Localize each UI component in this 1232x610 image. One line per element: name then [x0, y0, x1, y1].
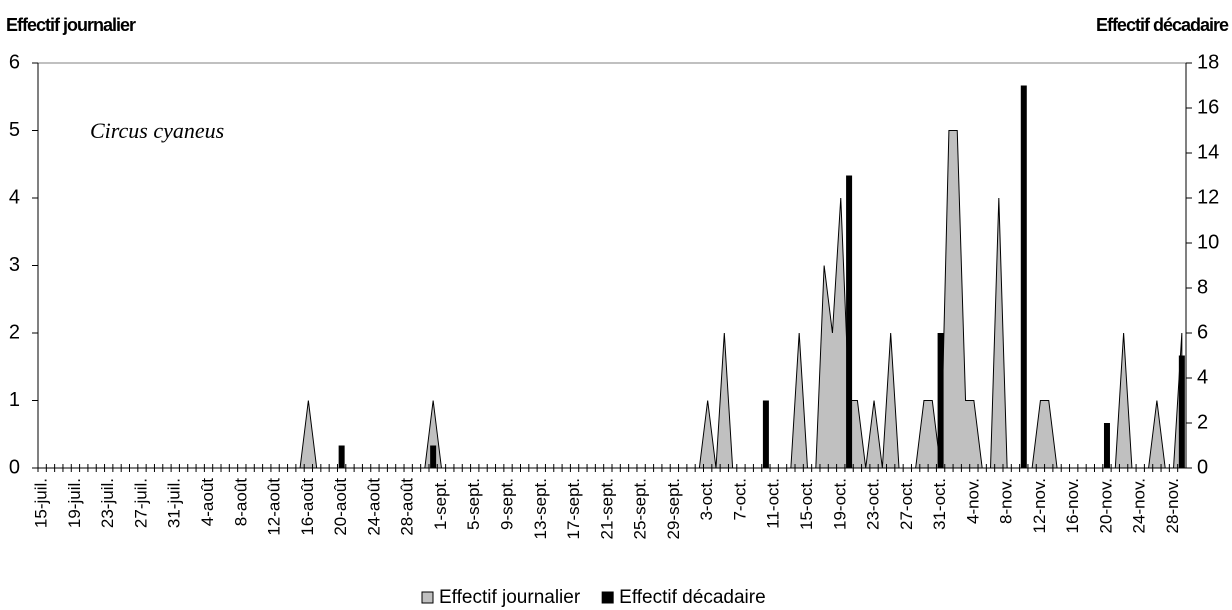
y2-tick-label: 12 [1197, 186, 1219, 208]
x-tick-label: 23-oct. [864, 478, 883, 530]
y2-tick-label: 2 [1197, 411, 1208, 433]
y2-axis-title: Effectif décadaire [1096, 15, 1229, 35]
legend-label: Effectif décadaire [619, 587, 765, 608]
x-tick-label: 15-juil. [32, 478, 51, 528]
x-tick-label: 8-août [231, 478, 250, 526]
y-tick-label: 4 [9, 186, 20, 208]
x-tick-label: 31-juil. [165, 478, 184, 528]
x-tick-label: 29-sept. [664, 478, 683, 539]
y-tick-label: 6 [9, 51, 20, 73]
x-tick-label: 19-oct. [830, 478, 849, 530]
x-tick-label: 15-oct. [797, 478, 816, 530]
x-tick-label: 20-août [331, 478, 350, 536]
x-tick-label: 27-juil. [131, 478, 150, 528]
legend-swatch [421, 591, 434, 604]
y2-tick-label: 0 [1197, 456, 1208, 478]
x-tick-label: 4-nov. [963, 478, 982, 524]
x-tick-label: 4-août [198, 478, 217, 526]
decadal-bar [937, 333, 944, 468]
x-tick-label: 24-nov. [1130, 478, 1149, 533]
decadal-bar [338, 445, 345, 468]
y-tick-label: 2 [9, 321, 20, 343]
x-tick-label: 12-août [265, 478, 284, 536]
x-tick-label: 28-nov. [1163, 478, 1182, 533]
y2-tick-label: 16 [1197, 96, 1219, 118]
decadal-bar [430, 445, 437, 468]
x-tick-label: 21-sept. [597, 478, 616, 539]
x-tick-label: 5-sept. [464, 478, 483, 530]
x-tick-label: 12-nov. [1030, 478, 1049, 533]
x-tick-label: 19-juil. [65, 478, 84, 528]
y-axis-title: Effectif journalier [6, 15, 136, 35]
x-tick-label: 24-août [364, 478, 383, 536]
x-tick-label: 31-oct. [930, 478, 949, 530]
x-tick-label: 20-nov. [1096, 478, 1115, 533]
y-tick-label: 3 [9, 254, 20, 276]
y2-tick-label: 14 [1197, 141, 1219, 163]
y2-tick-label: 10 [1197, 231, 1219, 253]
daily-area [42, 130, 1183, 469]
x-tick-label: 11-oct. [764, 478, 783, 529]
y2-tick-label: 4 [1197, 366, 1208, 388]
x-tick-label: 25-sept. [631, 478, 650, 539]
x-tick-label: 16-nov. [1063, 478, 1082, 533]
x-tick-label: 28-août [398, 478, 417, 536]
x-tick-label: 23-juil. [98, 478, 117, 528]
decadal-bar [1020, 85, 1027, 468]
x-tick-label: 16-août [298, 478, 317, 536]
x-tick-label: 3-oct. [697, 478, 716, 521]
y-tick-label: 1 [9, 389, 20, 411]
x-tick-label: 17-sept. [564, 478, 583, 539]
decadal-bar [762, 400, 769, 468]
decadal-bar [846, 175, 853, 468]
y2-tick-label: 18 [1197, 51, 1219, 73]
y-tick-label: 5 [9, 119, 20, 141]
y2-tick-label: 8 [1197, 276, 1208, 298]
x-tick-label: 8-nov. [997, 478, 1016, 524]
legend-swatch [601, 591, 614, 604]
x-tick-label: 1-sept. [431, 478, 450, 530]
decadal-bar [1103, 423, 1110, 468]
x-tick-label: 7-oct. [730, 478, 749, 521]
y2-tick-label: 6 [1197, 321, 1208, 343]
species-annotation: Circus cyaneus [90, 118, 224, 143]
x-tick-label: 13-sept. [531, 478, 550, 539]
y-tick-label: 0 [9, 456, 20, 478]
x-tick-label: 9-sept. [497, 478, 516, 530]
x-tick-label: 27-oct. [897, 478, 916, 530]
legend-label: Effectif journalier [439, 587, 581, 608]
decadal-bar [1178, 355, 1185, 468]
